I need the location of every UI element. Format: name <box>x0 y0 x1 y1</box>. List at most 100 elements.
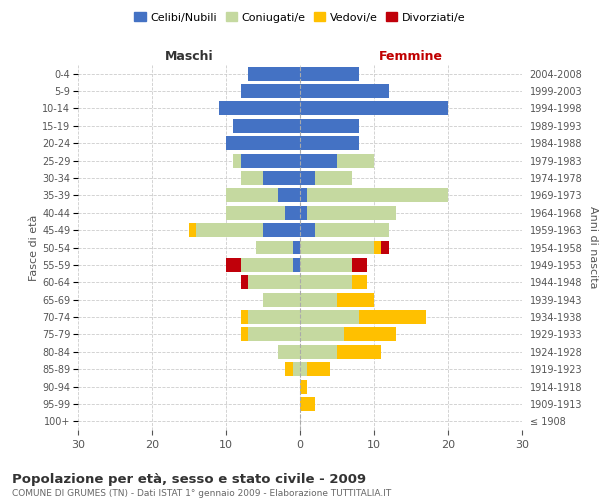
Bar <box>241 84 300 98</box>
Bar <box>300 119 359 133</box>
Bar <box>233 154 300 168</box>
Bar <box>300 362 329 376</box>
Bar <box>241 171 300 185</box>
Y-axis label: Fasce di età: Fasce di età <box>29 214 39 280</box>
Bar <box>300 136 359 150</box>
Bar <box>300 136 359 150</box>
Bar <box>300 84 389 98</box>
Bar <box>300 84 389 98</box>
Bar <box>263 292 300 306</box>
Bar <box>300 223 389 237</box>
Bar <box>256 240 300 254</box>
Bar <box>241 328 300 342</box>
Bar <box>300 258 352 272</box>
Bar <box>300 136 359 150</box>
Bar <box>226 206 300 220</box>
Bar <box>300 102 448 116</box>
Bar <box>233 154 300 168</box>
Bar <box>300 292 374 306</box>
Bar <box>300 258 367 272</box>
Bar <box>300 206 396 220</box>
Bar <box>241 84 300 98</box>
Bar <box>226 206 300 220</box>
Bar <box>300 276 352 289</box>
Bar <box>278 188 300 202</box>
Bar <box>226 188 300 202</box>
Bar <box>300 66 359 80</box>
Bar <box>300 171 352 185</box>
Bar <box>233 119 300 133</box>
Bar <box>241 328 300 342</box>
Bar <box>300 66 359 80</box>
Bar <box>300 362 329 376</box>
Text: Femmine: Femmine <box>379 50 443 64</box>
Bar <box>226 136 300 150</box>
Bar <box>233 119 300 133</box>
Bar <box>226 206 300 220</box>
Bar <box>300 171 352 185</box>
Bar <box>300 84 389 98</box>
Bar <box>248 66 300 80</box>
Bar <box>218 102 300 116</box>
Bar <box>300 206 307 220</box>
Bar <box>300 136 359 150</box>
Bar <box>241 258 300 272</box>
Bar <box>241 171 300 185</box>
Bar <box>300 240 382 254</box>
Legend: Celibi/Nubili, Coniugati/e, Vedovi/e, Divorziati/e: Celibi/Nubili, Coniugati/e, Vedovi/e, Di… <box>134 12 466 22</box>
Bar <box>300 102 448 116</box>
Bar <box>300 362 307 376</box>
Bar <box>300 154 374 168</box>
Bar <box>263 292 300 306</box>
Bar <box>300 119 359 133</box>
Bar <box>248 310 300 324</box>
Bar <box>300 292 374 306</box>
Bar <box>300 240 374 254</box>
Y-axis label: Anni di nascita: Anni di nascita <box>588 206 598 289</box>
Bar <box>241 154 300 168</box>
Bar <box>278 345 300 358</box>
Bar <box>226 188 300 202</box>
Bar <box>248 66 300 80</box>
Bar <box>285 362 300 376</box>
Bar <box>300 188 448 202</box>
Bar <box>300 240 389 254</box>
Bar <box>300 276 367 289</box>
Bar <box>300 328 396 342</box>
Bar <box>241 276 300 289</box>
Bar <box>300 119 359 133</box>
Bar <box>285 206 300 220</box>
Bar <box>300 188 307 202</box>
Bar <box>300 328 344 342</box>
Bar <box>263 171 300 185</box>
Bar <box>233 154 300 168</box>
Bar <box>293 258 300 272</box>
Bar <box>189 223 300 237</box>
Bar <box>241 84 300 98</box>
Bar <box>293 240 300 254</box>
Bar <box>300 223 389 237</box>
Bar <box>300 119 359 133</box>
Bar <box>300 171 315 185</box>
Bar <box>248 276 300 289</box>
Bar <box>300 223 389 237</box>
Bar <box>241 84 300 98</box>
Bar <box>226 136 300 150</box>
Bar <box>285 362 300 376</box>
Bar <box>300 310 359 324</box>
Bar <box>263 223 300 237</box>
Bar <box>300 206 396 220</box>
Bar <box>241 258 300 272</box>
Bar <box>248 276 300 289</box>
Bar <box>300 102 448 116</box>
Bar <box>241 310 300 324</box>
Bar <box>226 258 300 272</box>
Bar <box>300 397 315 411</box>
Bar <box>226 136 300 150</box>
Bar <box>300 206 396 220</box>
Bar <box>300 84 389 98</box>
Bar <box>278 345 300 358</box>
Bar <box>241 310 300 324</box>
Bar <box>300 258 352 272</box>
Bar <box>256 240 300 254</box>
